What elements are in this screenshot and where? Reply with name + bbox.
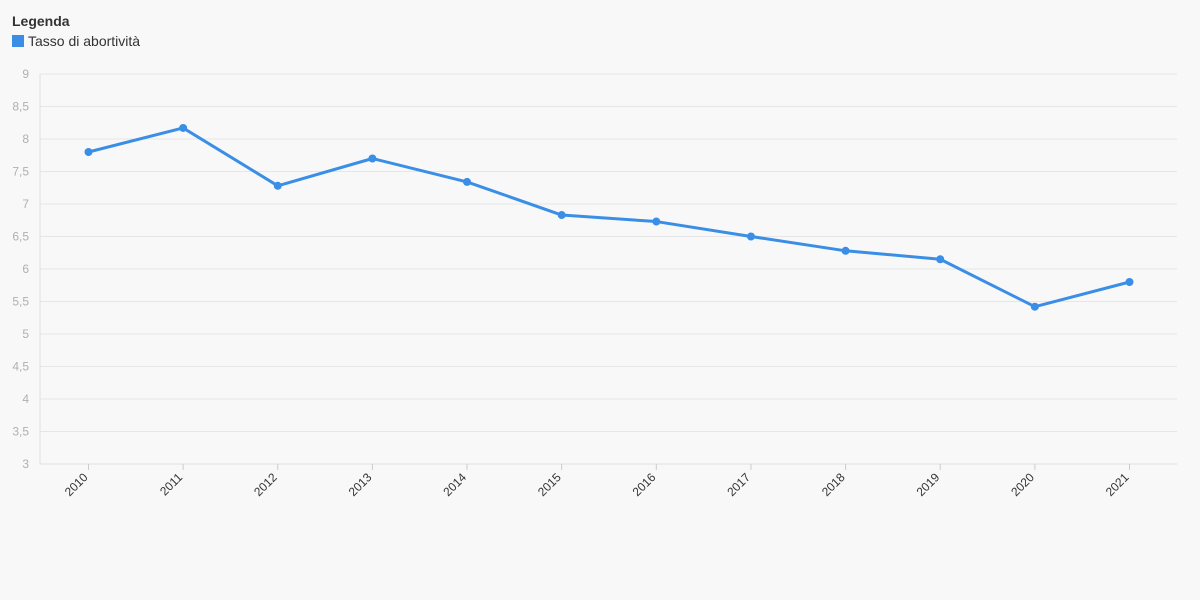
legend-item-label: Tasso di abortività (28, 33, 141, 49)
y-tick-label: 3 (22, 457, 29, 471)
x-tick-label: 2010 (62, 470, 91, 499)
x-axis: 2010 2011 2012 2013 2014 2015 2016 2017 2018 2019… (40, 463, 1177, 499)
data-point[interactable] (368, 154, 377, 163)
series-line (88, 126, 1130, 309)
x-tick-label: 2018 (819, 470, 848, 499)
series-group (84, 123, 1134, 311)
y-tick-label: 6 (22, 262, 29, 276)
data-point[interactable] (1125, 278, 1134, 286)
y-tick-label: 3,5 (12, 425, 29, 439)
y-tick-label: 8 (22, 132, 29, 146)
data-point[interactable] (179, 123, 188, 132)
data-point[interactable] (746, 232, 755, 241)
data-point[interactable] (463, 177, 472, 186)
legend: Legenda Tasso di abortività (12, 12, 140, 49)
y-grid (40, 73, 1177, 465)
data-point[interactable] (652, 217, 661, 226)
x-tick-label: 2015 (535, 470, 564, 499)
y-tick-label: 5 (22, 327, 29, 341)
data-point[interactable] (84, 148, 93, 156)
x-tick-label: 2013 (346, 470, 375, 499)
x-tick-label: 2012 (251, 470, 280, 499)
x-tick-label: 2020 (1008, 470, 1037, 499)
data-point[interactable] (841, 246, 850, 255)
data-point[interactable] (1030, 302, 1039, 311)
data-point[interactable] (936, 255, 945, 264)
y-tick-label: 7,5 (12, 165, 29, 179)
x-tick-label: 2017 (724, 470, 753, 499)
y-tick-label: 9 (22, 67, 29, 81)
legend-swatch (12, 35, 24, 47)
y-tick-label: 4 (22, 392, 29, 406)
x-tick-label: 2011 (157, 470, 185, 498)
y-tick-label: 6,5 (12, 230, 29, 244)
y-tick-label: 5,5 (12, 295, 29, 309)
x-tick-label: 2019 (914, 470, 943, 499)
data-point[interactable] (273, 181, 282, 190)
x-tick-label: 2021 (1103, 470, 1132, 499)
data-point[interactable] (557, 211, 566, 220)
y-tick-label: 8,5 (12, 100, 29, 114)
y-tick-label: 4,5 (12, 360, 29, 374)
y-axis: 3 3,5 4 4,5 5 5,5 6 6,5 7 7,5 8 8,5 9 (12, 67, 41, 471)
x-tick-label: 2014 (440, 470, 469, 499)
legend-title: Legenda (12, 13, 70, 29)
x-tick-label: 2016 (630, 470, 659, 499)
legend-item[interactable]: Tasso di abortività (12, 33, 140, 49)
y-tick-label: 7 (22, 197, 29, 211)
